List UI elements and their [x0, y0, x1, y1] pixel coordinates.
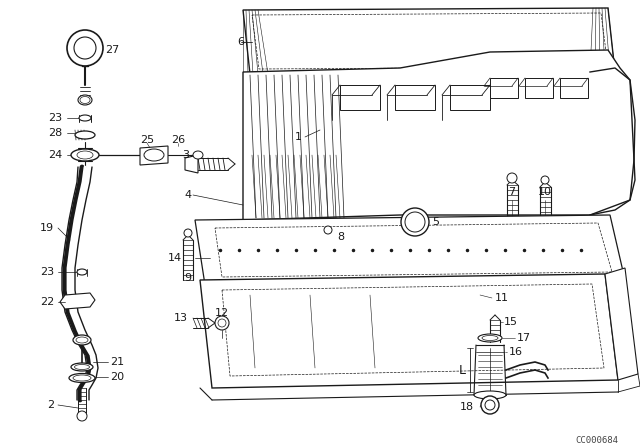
- Ellipse shape: [73, 375, 91, 381]
- Text: 9: 9: [184, 273, 191, 283]
- Circle shape: [77, 411, 87, 421]
- Circle shape: [324, 226, 332, 234]
- Text: 21: 21: [110, 357, 124, 367]
- Polygon shape: [222, 284, 604, 376]
- Ellipse shape: [77, 151, 93, 159]
- Text: 28: 28: [48, 128, 62, 138]
- Ellipse shape: [71, 363, 93, 371]
- Circle shape: [401, 208, 429, 236]
- Text: 16: 16: [509, 347, 523, 357]
- Ellipse shape: [71, 149, 99, 161]
- Text: 7: 7: [508, 187, 516, 197]
- Text: 26: 26: [171, 135, 185, 145]
- Ellipse shape: [193, 151, 203, 159]
- Text: 8: 8: [337, 232, 344, 242]
- Polygon shape: [200, 274, 618, 388]
- Text: 5: 5: [432, 217, 439, 227]
- Circle shape: [67, 30, 103, 66]
- Text: 4: 4: [184, 190, 191, 200]
- Polygon shape: [490, 78, 518, 98]
- Polygon shape: [243, 50, 635, 220]
- Polygon shape: [185, 155, 198, 173]
- Text: 14: 14: [168, 253, 182, 263]
- Ellipse shape: [76, 337, 88, 343]
- Text: 2: 2: [47, 400, 54, 410]
- Polygon shape: [60, 293, 95, 309]
- Text: L: L: [458, 363, 465, 376]
- Ellipse shape: [73, 335, 91, 345]
- Text: 23: 23: [48, 113, 62, 123]
- Ellipse shape: [478, 334, 502, 342]
- Text: 11: 11: [495, 293, 509, 303]
- Text: 3: 3: [182, 150, 189, 160]
- Ellipse shape: [474, 391, 506, 399]
- Text: 25: 25: [140, 135, 154, 145]
- Text: 17: 17: [517, 333, 531, 343]
- Circle shape: [405, 212, 425, 232]
- Ellipse shape: [77, 269, 87, 275]
- Polygon shape: [252, 13, 608, 69]
- Polygon shape: [605, 268, 638, 380]
- Text: CC000684: CC000684: [575, 435, 618, 444]
- Circle shape: [507, 173, 517, 183]
- Polygon shape: [450, 85, 490, 110]
- Text: 23: 23: [40, 267, 54, 277]
- Text: 10: 10: [538, 187, 552, 197]
- Polygon shape: [215, 223, 612, 277]
- Polygon shape: [195, 215, 625, 285]
- Text: 27: 27: [105, 45, 119, 55]
- Ellipse shape: [482, 336, 498, 340]
- Text: 15: 15: [504, 317, 518, 327]
- Text: 13: 13: [174, 313, 188, 323]
- Circle shape: [215, 316, 229, 330]
- Text: 6: 6: [237, 37, 244, 47]
- Ellipse shape: [75, 131, 95, 139]
- Ellipse shape: [69, 374, 95, 383]
- Circle shape: [481, 396, 499, 414]
- Text: 1: 1: [295, 132, 302, 142]
- Ellipse shape: [74, 365, 90, 370]
- Ellipse shape: [144, 149, 164, 161]
- Circle shape: [184, 229, 192, 237]
- Polygon shape: [140, 146, 168, 165]
- Polygon shape: [525, 78, 553, 98]
- Polygon shape: [560, 78, 588, 98]
- Ellipse shape: [78, 95, 92, 105]
- Circle shape: [541, 176, 549, 184]
- Circle shape: [218, 319, 226, 327]
- Polygon shape: [395, 85, 435, 110]
- Text: 18: 18: [460, 402, 474, 412]
- Text: 22: 22: [40, 297, 54, 307]
- Polygon shape: [340, 85, 380, 110]
- Text: 12: 12: [215, 308, 229, 318]
- Polygon shape: [243, 8, 615, 74]
- Ellipse shape: [80, 96, 90, 103]
- Text: 20: 20: [110, 372, 124, 382]
- Ellipse shape: [79, 115, 91, 121]
- Circle shape: [485, 400, 495, 410]
- Text: 24: 24: [48, 150, 62, 160]
- Circle shape: [74, 37, 96, 59]
- Text: 19: 19: [40, 223, 54, 233]
